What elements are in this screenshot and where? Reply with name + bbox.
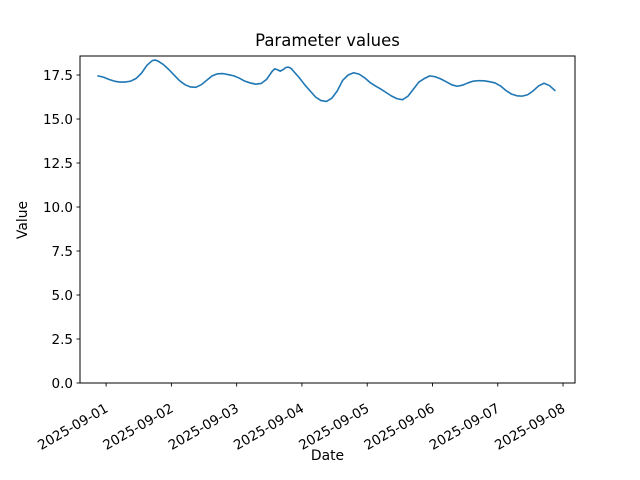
x-tick-label: 2025-09-06 <box>362 401 438 454</box>
data-line-parameter-values <box>97 59 556 103</box>
x-axis-label: Date <box>310 448 345 464</box>
x-tick-label: 2025-09-05 <box>296 401 372 454</box>
x-tick-label: 2025-09-07 <box>427 401 503 454</box>
y-tick-label: 7.5 <box>52 244 73 260</box>
x-tick-label: 2025-09-01 <box>35 401 111 454</box>
y-tick-label: 2.5 <box>52 332 73 348</box>
x-tick-label: 2025-09-02 <box>100 401 176 454</box>
x-axis: 2025-09-012025-09-022025-09-032025-09-04… <box>35 383 568 454</box>
y-axis: 0.0 2.5 5.0 7.5 10.0 12.5 15.0 17.5 <box>43 68 80 392</box>
y-tick-label: 12.5 <box>43 156 73 172</box>
x-tick-label: 2025-09-03 <box>166 401 242 454</box>
x-tick-label: 2025-09-08 <box>492 401 568 454</box>
y-tick-label: 0.0 <box>52 376 73 392</box>
axes-frame <box>79 55 576 384</box>
y-axis-label: Value <box>15 200 31 240</box>
y-tick-label: 15.0 <box>43 112 73 128</box>
x-tick-label: 2025-09-04 <box>231 401 307 454</box>
y-tick-label: 10.0 <box>43 200 73 216</box>
y-tick-label: 5.0 <box>52 288 73 304</box>
chart-title: Parameter values <box>255 31 400 50</box>
y-tick-label: 17.5 <box>43 68 73 84</box>
